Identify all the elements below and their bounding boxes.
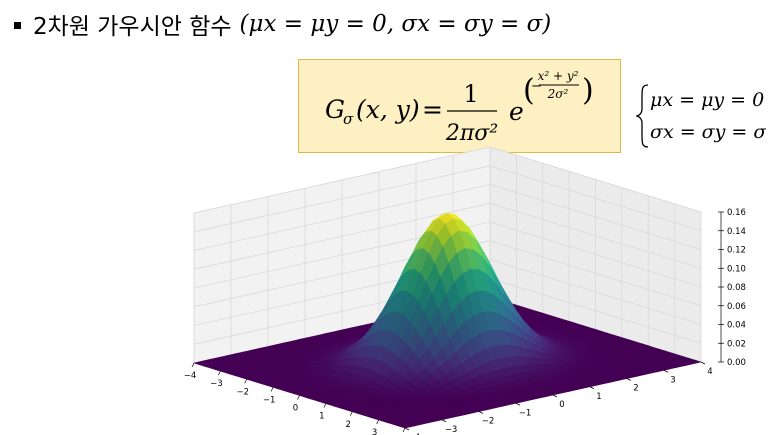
y-tick-mark	[626, 378, 632, 381]
z-tick-label: 0.12	[727, 246, 746, 256]
y-tick-label: −3	[445, 425, 458, 435]
x-tick-mark	[323, 403, 327, 408]
z-tick-label: 0.04	[727, 321, 746, 331]
z-tick-label: 0.02	[727, 339, 746, 349]
y-tick-label: 4	[707, 367, 712, 377]
y-tick-mark	[589, 386, 595, 390]
x-tick-mark	[297, 395, 300, 400]
y-tick-label: −2	[482, 417, 495, 427]
grid-line	[193, 240, 702, 308]
x-tick-mark	[244, 379, 248, 384]
curly-brace-icon	[634, 84, 649, 148]
x-tick-label: 1	[319, 412, 324, 422]
surface-mesh	[193, 213, 702, 429]
grid-line	[193, 146, 702, 214]
y-tick-mark	[552, 394, 558, 398]
gaussian-formula-box: G σ (x, y) = 1 2πσ² e ( − x² + y² 2σ² )	[298, 59, 621, 153]
y-tick-label: 0	[559, 400, 564, 410]
formula-numerator: 1	[463, 80, 478, 108]
grid-line	[193, 202, 702, 270]
z-tick-label: 0.14	[727, 227, 746, 237]
x-tick-label: 2	[346, 420, 351, 430]
surface-patch	[398, 424, 414, 429]
condition-line-1: μx = μy = 0	[650, 89, 764, 111]
x-tick-label: −4	[184, 371, 197, 381]
formula-exp-base: e	[509, 97, 524, 126]
y-tick-label: 1	[596, 392, 601, 402]
grid-line	[193, 259, 702, 326]
heading-math: (μx = μy = 0, σx = σy = σ)	[239, 11, 552, 37]
y-tick-label: 3	[670, 375, 675, 385]
x-tick-mark	[218, 370, 221, 376]
y-tick-mark	[404, 427, 410, 431]
y-tick-mark	[441, 419, 447, 423]
x-tick-mark	[376, 419, 379, 425]
x-tick-label: −3	[210, 379, 223, 389]
x-tick-mark	[349, 411, 353, 416]
conditions-graphic: μx = μy = 0 σx = σy = σ	[634, 84, 767, 148]
y-tick-label: −1	[519, 408, 532, 418]
formula-equals: =	[422, 95, 443, 124]
x-tick-label: −1	[263, 395, 276, 405]
x-tick-mark	[191, 362, 195, 368]
formula-lhs-args: (x, y)	[356, 95, 420, 124]
y-tick-label: −4	[408, 433, 421, 435]
slide-heading: 2차원 가우시안 함수 (μx = μy = 0, σx = σy = σ)	[14, 4, 551, 44]
y-tick-label: 2	[633, 384, 638, 394]
condition-line-2: σx = σy = σ	[650, 121, 766, 143]
z-tick-label: 0.06	[727, 302, 746, 312]
z-tick-label: 0.08	[727, 283, 746, 293]
formula-lhs-sub: σ	[343, 110, 354, 128]
formula-lhs-symbol: G	[325, 95, 345, 124]
bullet-icon	[14, 21, 21, 29]
grid-line	[193, 221, 702, 289]
x-tick-label: 0	[293, 404, 298, 414]
formula-denominator: 2πσ²	[445, 121, 498, 146]
x-tick-label: 3	[372, 428, 377, 435]
x-tick-mark	[402, 427, 406, 433]
parameter-conditions: μx = μy = 0 σx = σy = σ	[634, 83, 767, 153]
gaussian-formula: G σ (x, y) = 1 2πσ² e ( − x² + y² 2σ² )	[325, 69, 594, 146]
formula-exp-left-paren: (	[523, 73, 535, 108]
axis-ticks: −4−3−2−101234−4−3−2−1012340.000.020.040.…	[184, 208, 746, 435]
z-tick-label: 0.16	[727, 208, 746, 218]
x-tick-label: −2	[236, 387, 249, 397]
formula-exp-sign: −	[531, 79, 542, 94]
formula-exp-denominator: 2σ²	[547, 87, 569, 101]
x-tick-mark	[270, 387, 274, 392]
z-tick-label: 0.10	[727, 264, 746, 274]
formula-exp-numerator: x² + y²	[538, 69, 579, 83]
grid-line	[193, 184, 702, 251]
y-tick-mark	[478, 411, 484, 414]
y-tick-mark	[700, 361, 706, 365]
grid-line	[193, 165, 702, 233]
z-tick-label: 0.00	[727, 358, 746, 368]
heading-text: 2차원 가우시안 함수	[33, 14, 232, 40]
y-tick-mark	[663, 369, 669, 373]
y-tick-mark	[515, 402, 521, 406]
formula-exp-right-paren: )	[582, 73, 594, 108]
